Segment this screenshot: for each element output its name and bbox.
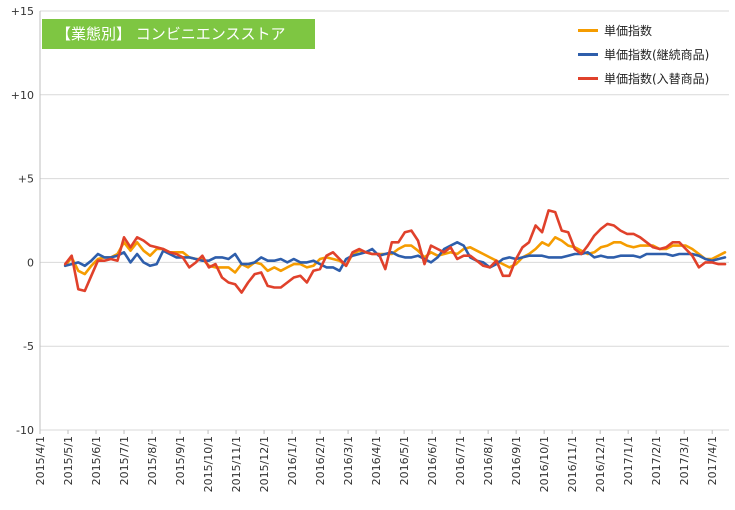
legend-label: 単価指数(継続商品)	[604, 47, 710, 62]
x-tick-label: 2016/12/1	[594, 436, 607, 492]
y-tick-label: +5	[18, 173, 34, 186]
x-tick-label: 2016/3/1	[342, 436, 355, 485]
series-line-0	[63, 236, 727, 276]
x-tick-label: 2015/8/1	[146, 436, 159, 485]
legend: 単価指数 単価指数(継続商品) 単価指数(入替商品)	[578, 18, 709, 90]
x-tick-label: 2017/2/1	[650, 436, 663, 485]
x-tick-label: 2016/9/1	[510, 436, 523, 485]
x-tick-label: 2015/11/1	[230, 436, 243, 492]
y-axis-ticks: -10 -5 0 +5 +10 +15	[11, 5, 34, 437]
x-tick-label: 2015/10/1	[202, 436, 215, 492]
legend-swatch-blue	[578, 52, 598, 56]
legend-item-unit-price: 単価指数	[578, 18, 709, 42]
legend-label: 単価指数(入替商品)	[604, 71, 710, 86]
x-tick-label: 2017/3/1	[678, 436, 691, 485]
series-line-2	[63, 209, 727, 294]
legend-swatch-orange	[578, 28, 598, 32]
x-tick-label: 2016/11/1	[566, 436, 579, 492]
x-tick-label: 2016/5/1	[398, 436, 411, 485]
x-tick-label: 2016/4/1	[370, 436, 383, 485]
y-tick-label: -5	[23, 340, 34, 353]
x-tick-label: 2015/5/1	[62, 436, 75, 485]
x-tick-label: 2015/12/1	[258, 436, 271, 492]
x-tick-label: 2015/7/1	[118, 436, 131, 485]
gridlines	[39, 10, 729, 431]
x-tick-label: 2016/10/1	[538, 436, 551, 492]
x-tick-label: 2017/1/1	[622, 436, 635, 485]
x-tick-label: 2017/4/1	[706, 436, 719, 485]
chart-title-badge: 【業態別】 コンビニエンスストア	[42, 19, 315, 49]
x-tick-label: 2016/2/1	[314, 436, 327, 485]
legend-label: 単価指数	[604, 23, 653, 38]
x-tick-label: 2016/7/1	[454, 436, 467, 485]
legend-swatch-red	[578, 76, 598, 80]
legend-item-replacement: 単価指数(入替商品)	[578, 66, 709, 90]
x-tick-label: 2015/6/1	[90, 436, 103, 485]
x-tick-label: 2016/1/1	[286, 436, 299, 485]
x-tick-label: 2016/6/1	[426, 436, 439, 485]
x-tick-label: 2016/8/1	[482, 436, 495, 485]
y-tick-label: +10	[11, 89, 34, 102]
x-axis-ticks: 2015/4/1 2015/5/1 2015/6/1 2015/7/1 2015/8/1…	[34, 430, 719, 492]
series-lines	[63, 209, 727, 294]
x-tick-label: 2015/9/1	[174, 436, 187, 485]
x-tick-label: 2015/4/1	[34, 436, 47, 485]
y-tick-label: +15	[11, 5, 34, 18]
y-tick-label: 0	[27, 256, 34, 269]
series-line-1	[63, 241, 727, 273]
legend-item-continuing: 単価指数(継続商品)	[578, 42, 709, 66]
y-tick-label: -10	[16, 424, 34, 437]
